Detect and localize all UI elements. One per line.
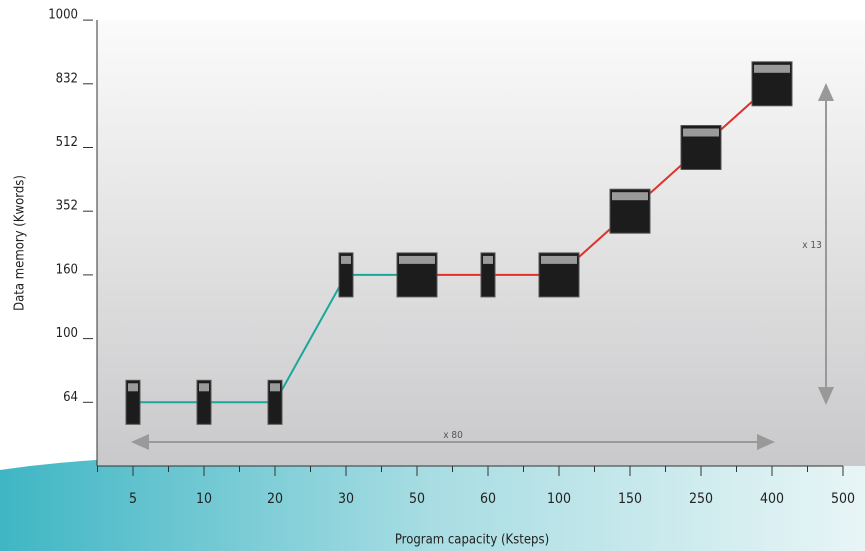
x-tick-label: 100 [547, 491, 571, 507]
plot-area [97, 20, 865, 466]
x-tick-label: 60 [480, 491, 496, 507]
plc-unit-panel [612, 192, 648, 201]
y-tick-label: 352 [56, 199, 78, 214]
x-tick-label: 10 [196, 491, 212, 507]
y-tick-label: 160 [56, 262, 78, 277]
plc-unit-panel [270, 383, 280, 392]
x-tick-label: 50 [409, 491, 425, 507]
plc-unit-panel [341, 255, 351, 264]
y-tick-label: 1000 [48, 8, 78, 23]
y-tick-label: 512 [56, 135, 78, 150]
plc-unit-panel [541, 255, 577, 264]
plc-unit-panel [399, 255, 435, 264]
plc-unit-panel [199, 383, 209, 392]
x-tick-label: 150 [618, 491, 642, 507]
plc-unit-panel [683, 128, 719, 137]
x-axis-label: Program capacity (Ksteps) [395, 533, 549, 548]
plc-unit-panel [483, 255, 493, 264]
x-tick-label: 20 [267, 491, 283, 507]
annotation: x 13 [802, 240, 822, 251]
x-tick-label: 5 [129, 491, 137, 507]
y-axis-label: Data memory (Kwords) [13, 175, 28, 311]
y-tick-label: 100 [56, 326, 78, 341]
y-tick-label: 832 [56, 71, 78, 86]
plc-unit-panel [128, 383, 138, 392]
x-tick-label: 500 [831, 491, 855, 507]
plc-unit-panel [754, 64, 790, 73]
x-tick-label: 400 [760, 491, 784, 507]
y-tick-label: 64 [63, 390, 78, 405]
x-tick-label: 30 [338, 491, 354, 507]
x-tick-label: 250 [689, 491, 713, 507]
annotation: x 80 [443, 430, 463, 441]
